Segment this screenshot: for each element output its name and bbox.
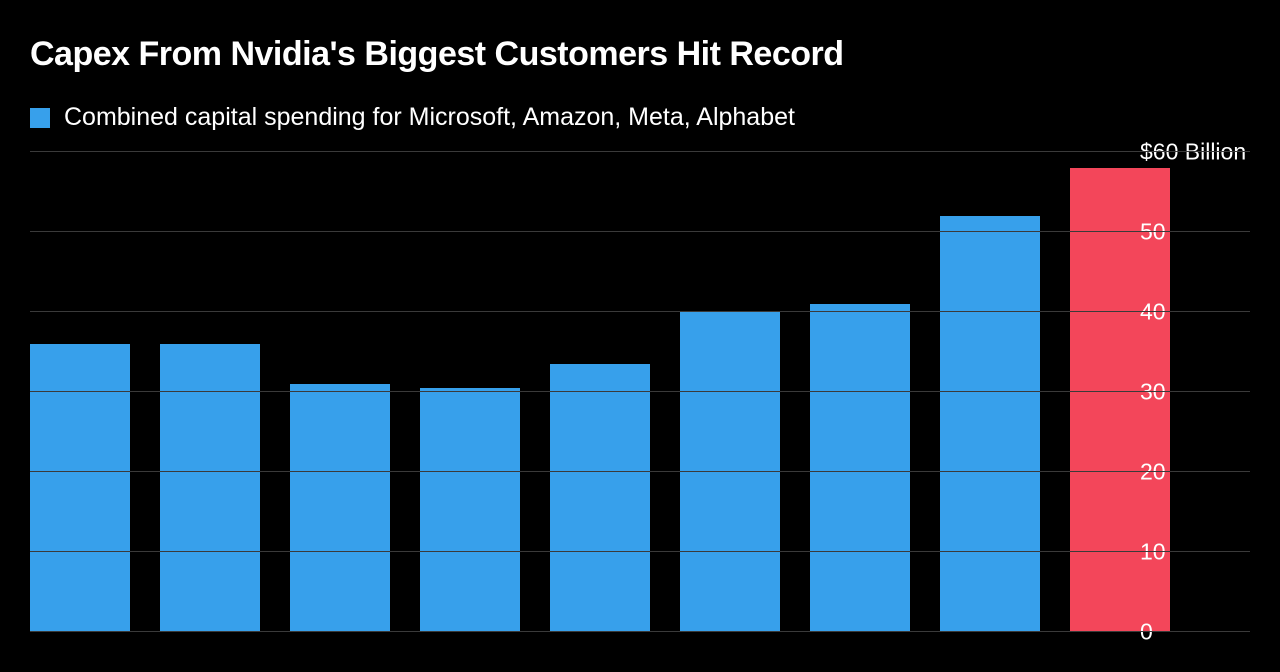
chart-bars — [30, 168, 1110, 632]
y-axis-tick-label: 30 — [1140, 379, 1166, 406]
chart-bar — [940, 216, 1040, 632]
chart-container: Capex From Nvidia's Biggest Customers Hi… — [0, 0, 1280, 672]
gridline — [30, 631, 1250, 632]
chart-plot-area: 01020304050$60 Billion — [30, 152, 1250, 632]
y-axis-tick-label: 40 — [1140, 299, 1166, 326]
chart-bar — [680, 312, 780, 632]
chart-bar — [160, 344, 260, 632]
y-axis-tick-label: 20 — [1140, 459, 1166, 486]
chart-bar — [290, 384, 390, 632]
gridline — [30, 311, 1250, 312]
chart-bar — [550, 364, 650, 632]
legend-swatch — [30, 108, 50, 128]
gridline — [30, 391, 1250, 392]
gridline — [30, 231, 1250, 232]
legend-label: Combined capital spending for Microsoft,… — [64, 103, 795, 132]
gridline — [30, 471, 1250, 472]
y-axis-tick-label: 10 — [1140, 539, 1166, 566]
gridline — [30, 551, 1250, 552]
chart-bar — [30, 344, 130, 632]
y-axis-tick-label: 0 — [1140, 619, 1153, 646]
y-axis-tick-label: $60 Billion — [1140, 139, 1246, 166]
chart-title: Capex From Nvidia's Biggest Customers Hi… — [30, 36, 1250, 73]
chart-legend: Combined capital spending for Microsoft,… — [30, 103, 1250, 132]
y-axis-tick-label: 50 — [1140, 219, 1166, 246]
gridline — [30, 151, 1250, 152]
chart-bar — [810, 304, 910, 632]
chart-bar — [420, 388, 520, 632]
